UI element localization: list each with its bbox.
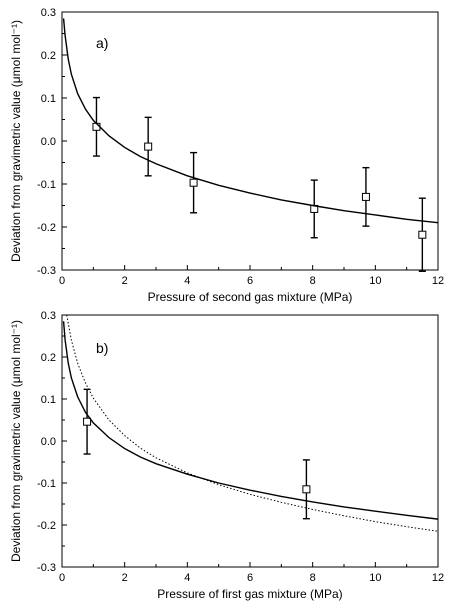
- data-point: [144, 142, 153, 151]
- x-tick-label: 8: [310, 275, 316, 287]
- y-tick-label: -0.1: [37, 179, 56, 191]
- y-tick-label: 0.2: [41, 50, 56, 62]
- dotted-fit-curve: [66, 314, 439, 532]
- y-tick-label: -0.1: [37, 478, 56, 490]
- y-tick-label: 0.2: [41, 352, 56, 364]
- x-tick-label: 0: [59, 572, 65, 584]
- y-tick-label: 0.0: [41, 436, 56, 448]
- data-point: [361, 192, 370, 201]
- plot-frame: [61, 314, 439, 568]
- x-tick-label: 12: [432, 572, 444, 584]
- y-tick-label: -0.3: [37, 562, 56, 574]
- x-tick-label: 4: [184, 275, 190, 287]
- chart-panel-1: 0 2 4 6 8 10 12 -0.3 -0.2 -0.1 0.0 0.1 0.2 0.3 Pressur…: [9, 7, 444, 304]
- x-axis-title: Pressure of second gas mixture (MPa): [148, 290, 353, 304]
- chart-panel-2: 0 2 4 6 8 10 12 -0.3 -0.2 -0.1 0.0 0.1 0.2 0.3 Pressur…: [9, 310, 444, 601]
- x-tick-label: 0: [59, 275, 65, 287]
- y-tick-label: 0.3: [41, 7, 56, 19]
- y-tick-label: 0.1: [41, 394, 56, 406]
- panel-label: a): [96, 35, 108, 51]
- data-point: [83, 417, 92, 426]
- x-tick-label: 2: [122, 275, 128, 287]
- plot-frame: [61, 11, 439, 271]
- data-point: [302, 485, 311, 494]
- y-tick-label: 0.0: [41, 136, 56, 148]
- x-tick-label: 4: [184, 572, 190, 584]
- x-tick-label: 12: [432, 275, 444, 287]
- data-point: [418, 230, 427, 239]
- y-tick-label: -0.2: [37, 222, 56, 234]
- x-tick-label: 8: [310, 572, 316, 584]
- y-tick-label: 0.1: [41, 93, 56, 105]
- x-axis-title: Pressure of first gas mixture (MPa): [157, 587, 342, 601]
- y-tick-label: 0.3: [41, 310, 56, 322]
- x-tick-label: 2: [122, 572, 128, 584]
- x-tick-label: 6: [247, 275, 253, 287]
- x-tick-label: 10: [369, 275, 381, 287]
- x-tick-label: 10: [369, 572, 381, 584]
- y-tick-label: -0.3: [37, 265, 56, 277]
- panel-label: b): [96, 340, 108, 356]
- x-tick-label: 6: [247, 572, 253, 584]
- data-point: [189, 178, 198, 187]
- y-tick-label: -0.2: [37, 520, 56, 532]
- solid-fit-curve: [62, 321, 439, 520]
- y-axis-title: Deviation from gravimetric value (μmol m…: [9, 320, 23, 562]
- solid-fit-curve: [62, 18, 439, 224]
- y-axis-title: Deviation from gravimetric value (μmol m…: [9, 20, 23, 262]
